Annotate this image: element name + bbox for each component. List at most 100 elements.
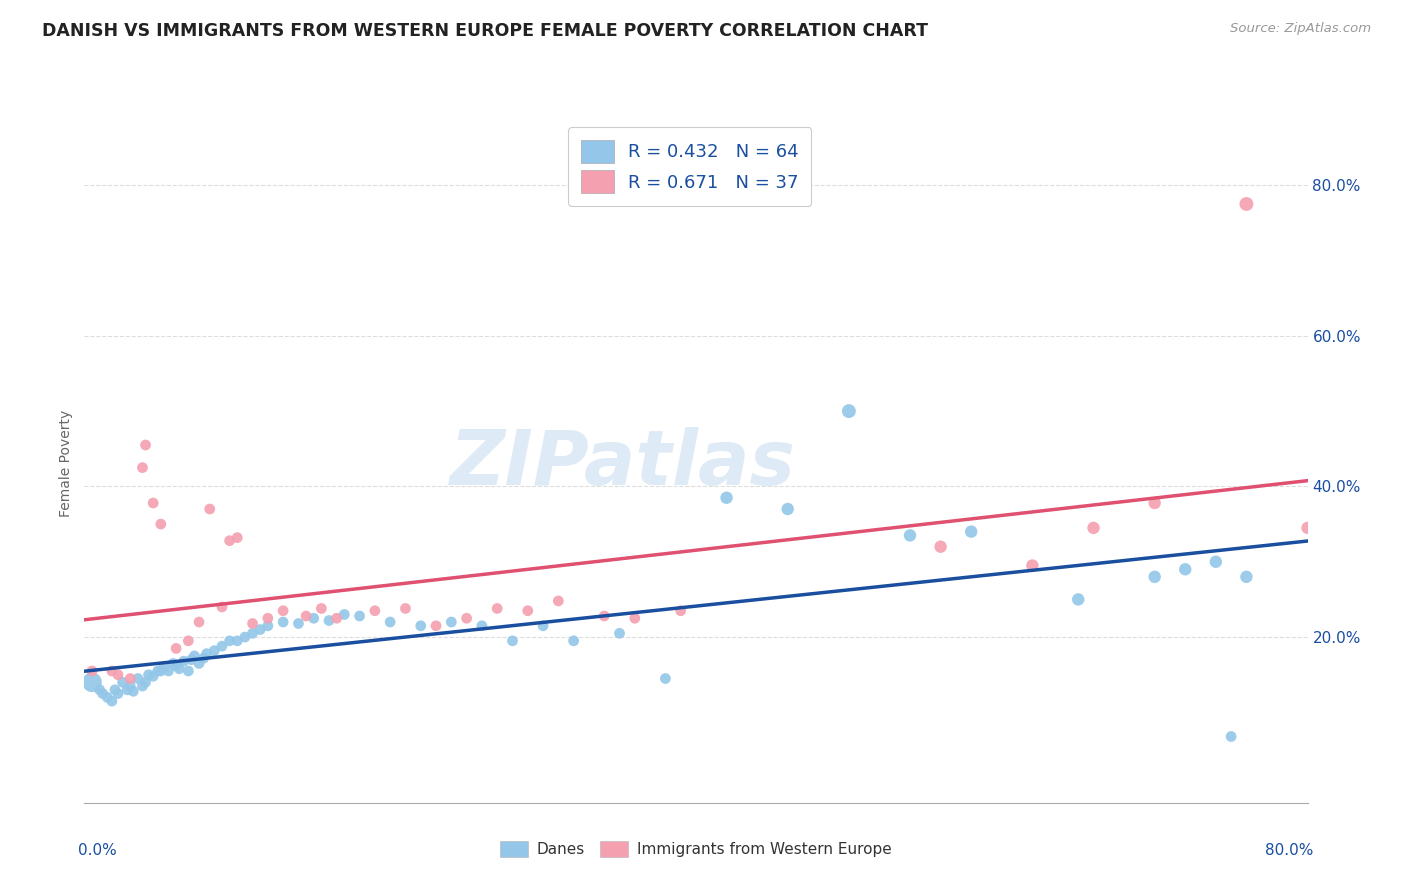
Point xyxy=(1067,592,1090,607)
Point xyxy=(211,639,233,653)
Point xyxy=(101,694,124,708)
Point xyxy=(425,619,447,633)
Point xyxy=(233,630,256,644)
Point xyxy=(838,404,860,418)
Point xyxy=(1021,558,1043,573)
Point xyxy=(162,657,184,671)
Point xyxy=(91,687,114,701)
Point xyxy=(107,687,129,701)
Point xyxy=(716,491,738,505)
Point xyxy=(138,667,160,681)
Point xyxy=(257,619,280,633)
Point xyxy=(120,672,142,686)
Point xyxy=(394,601,416,615)
Point xyxy=(1234,570,1257,584)
Point xyxy=(218,633,240,648)
Point xyxy=(242,616,264,631)
Point xyxy=(380,615,402,629)
Point xyxy=(257,611,280,625)
Point xyxy=(89,682,111,697)
Point xyxy=(211,599,233,614)
Point xyxy=(120,679,142,693)
Point xyxy=(929,540,952,554)
Legend: Danes, Immigrants from Western Europe: Danes, Immigrants from Western Europe xyxy=(494,835,898,863)
Point xyxy=(531,619,554,633)
Point xyxy=(898,528,921,542)
Point xyxy=(80,664,103,678)
Point xyxy=(165,641,187,656)
Point xyxy=(311,601,333,615)
Point xyxy=(287,616,309,631)
Point xyxy=(167,662,190,676)
Point xyxy=(153,660,176,674)
Point xyxy=(271,615,294,629)
Point xyxy=(562,633,585,648)
Text: 0.0%: 0.0% xyxy=(79,844,117,858)
Point xyxy=(440,615,463,629)
Point xyxy=(146,664,169,678)
Point xyxy=(318,614,340,628)
Point xyxy=(364,604,387,618)
Point xyxy=(249,623,271,637)
Point xyxy=(1174,562,1197,576)
Point xyxy=(1296,521,1319,535)
Point xyxy=(325,611,347,625)
Point xyxy=(471,619,494,633)
Point xyxy=(122,684,145,698)
Point xyxy=(135,438,157,452)
Point xyxy=(104,682,127,697)
Point xyxy=(1083,521,1105,535)
Point xyxy=(198,502,221,516)
Point xyxy=(1234,197,1257,211)
Point xyxy=(177,664,200,678)
Point xyxy=(195,647,218,661)
Point xyxy=(131,460,153,475)
Point xyxy=(101,664,124,678)
Point xyxy=(302,611,325,625)
Text: DANISH VS IMMIGRANTS FROM WESTERN EUROPE FEMALE POVERTY CORRELATION CHART: DANISH VS IMMIGRANTS FROM WESTERN EUROPE… xyxy=(42,22,928,40)
Point xyxy=(202,643,225,657)
Point xyxy=(149,517,172,532)
Point xyxy=(409,619,432,633)
Text: Source: ZipAtlas.com: Source: ZipAtlas.com xyxy=(1230,22,1371,36)
Point xyxy=(142,669,165,683)
Point xyxy=(177,633,200,648)
Point xyxy=(333,607,356,622)
Point xyxy=(624,611,647,625)
Point xyxy=(516,604,538,618)
Point xyxy=(188,657,211,671)
Point xyxy=(547,594,569,608)
Point xyxy=(165,658,187,673)
Point xyxy=(776,502,799,516)
Point xyxy=(226,633,249,648)
Point xyxy=(1205,555,1227,569)
Point xyxy=(242,626,264,640)
Text: 80.0%: 80.0% xyxy=(1265,844,1313,858)
Point xyxy=(1143,570,1166,584)
Point xyxy=(96,690,118,705)
Point xyxy=(135,675,157,690)
Point xyxy=(80,675,103,690)
Point xyxy=(111,675,134,690)
Point xyxy=(173,654,195,668)
Point xyxy=(131,679,153,693)
Point xyxy=(183,648,205,663)
Point xyxy=(188,615,211,629)
Point xyxy=(502,633,524,648)
Point xyxy=(609,626,631,640)
Point xyxy=(349,609,371,624)
Point xyxy=(115,682,138,697)
Point xyxy=(226,531,249,545)
Point xyxy=(1220,730,1243,744)
Point xyxy=(669,604,692,618)
Point xyxy=(127,672,149,686)
Point xyxy=(486,601,509,615)
Point xyxy=(157,664,180,678)
Point xyxy=(180,653,202,667)
Point xyxy=(456,611,478,625)
Text: ZIPatlas: ZIPatlas xyxy=(450,427,796,500)
Point xyxy=(149,664,172,678)
Point xyxy=(107,667,129,681)
Point xyxy=(142,496,165,510)
Point xyxy=(218,533,240,548)
